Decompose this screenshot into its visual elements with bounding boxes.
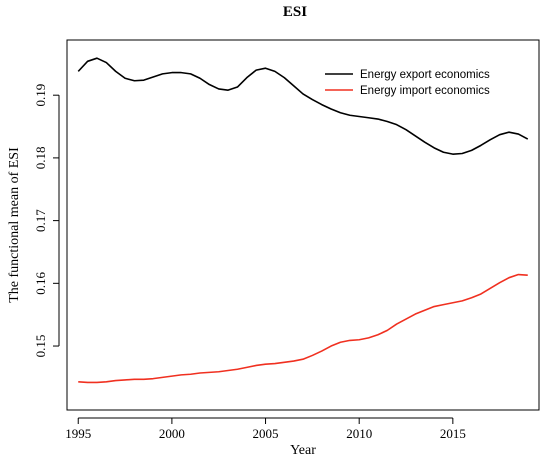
series-line-export <box>77 57 529 155</box>
x-tick-label: 2005 <box>253 426 279 441</box>
y-axis-label: The functional mean of ESI <box>7 147 22 303</box>
series-layer <box>77 57 529 384</box>
y-tick-label: 0.16 <box>33 271 48 294</box>
y-tick-label: 0.18 <box>33 147 48 170</box>
x-tick-label: 1995 <box>65 426 91 441</box>
legend-label-import: Energy import economics <box>360 85 490 97</box>
chart-title: ESI <box>283 4 307 20</box>
series-line-import <box>78 273 528 384</box>
legend: Energy export economics Energy import ec… <box>325 69 490 97</box>
x-tick-label: 2010 <box>346 426 372 441</box>
y-axis: 0.15 0.16 0.17 0.18 0.19 <box>33 84 60 358</box>
x-tick-label: 2000 <box>159 426 185 441</box>
plot-frame <box>66 39 540 411</box>
x-axis-label: Year <box>290 443 316 458</box>
legend-label-export: Energy export economics <box>360 69 490 81</box>
x-tick-label: 2015 <box>440 426 466 441</box>
x-axis: 1995 2000 2005 2010 2015 <box>65 417 466 441</box>
y-tick-label: 0.17 <box>33 209 48 232</box>
y-tick-label: 0.15 <box>33 335 48 358</box>
y-tick-label: 0.19 <box>33 84 48 107</box>
